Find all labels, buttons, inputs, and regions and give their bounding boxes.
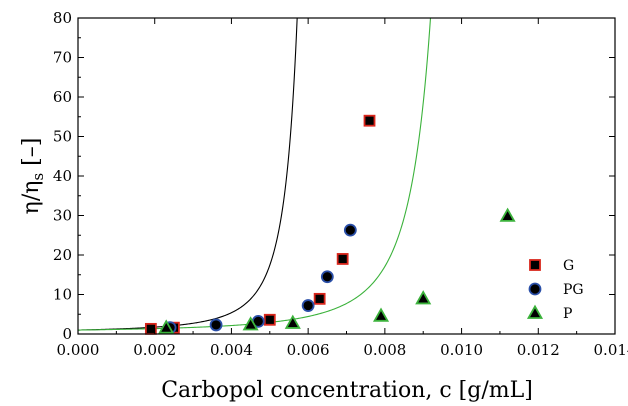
data-point-g: [313, 292, 326, 305]
data-point-pg: [301, 299, 315, 312]
data-point-pg: [343, 223, 357, 237]
y-axis-label-unit: [–]: [19, 138, 44, 173]
data-point-p: [158, 319, 175, 334]
data-points: [144, 114, 516, 335]
y-tick-label: 30: [53, 207, 72, 225]
y-tick-label: 50: [53, 128, 72, 146]
x-axis-label: Carbopol concentration, c [g/mL]: [161, 378, 533, 403]
x-tick-label: 0.000: [57, 341, 100, 359]
data-point-p: [372, 307, 390, 322]
y-axis-ticks: 0 10 20 30 40 50 60 70 80: [53, 9, 615, 343]
legend-label-p: P: [563, 306, 572, 322]
y-tick-label: 70: [53, 49, 72, 67]
y-tick-label: 20: [53, 246, 72, 264]
x-axis-ticks: 0.000 0.002 0.004 0.006 0.008 0.010 0.012 0.014: [57, 18, 628, 359]
legend-label-pg: PG: [563, 282, 584, 298]
y-axis-label-main: η/η: [19, 181, 44, 215]
x-tick-label: 0.010: [440, 341, 483, 359]
x-tick-label: 0.008: [363, 341, 406, 359]
legend-marker-g: [529, 259, 541, 271]
y-tick-label: 10: [53, 286, 72, 304]
data-point-g: [363, 114, 376, 127]
x-tick-label: 0.004: [210, 341, 253, 359]
data-point-g: [336, 253, 349, 265]
legend-label-g: G: [563, 258, 574, 274]
y-tick-label: 80: [53, 9, 72, 27]
legend-marker-p: [526, 304, 544, 319]
fit-curve: [78, 18, 298, 331]
x-tick-label: 0.014: [594, 341, 628, 359]
data-point-p: [415, 290, 432, 305]
x-tick-label: 0.012: [517, 341, 560, 359]
y-axis-label-subscript: s: [29, 173, 47, 181]
y-tick-label: 40: [53, 167, 72, 185]
legend: G PG P: [526, 258, 584, 322]
x-tick-label: 0.006: [287, 341, 330, 359]
data-point-g: [263, 313, 276, 326]
data-point-pg: [209, 318, 223, 332]
data-point-p: [499, 207, 516, 222]
fit-curve: [78, 18, 432, 331]
data-point-p: [284, 314, 301, 329]
fit-curves: [78, 18, 432, 331]
legend-marker-pg: [528, 282, 542, 296]
y-axis-label: η/ηs [–]: [19, 138, 47, 215]
data-point-pg: [320, 270, 334, 284]
x-tick-label: 0.002: [133, 341, 176, 359]
data-point-p: [242, 316, 259, 331]
y-tick-label: 60: [53, 88, 72, 106]
y-tick-label: 0: [62, 325, 72, 343]
